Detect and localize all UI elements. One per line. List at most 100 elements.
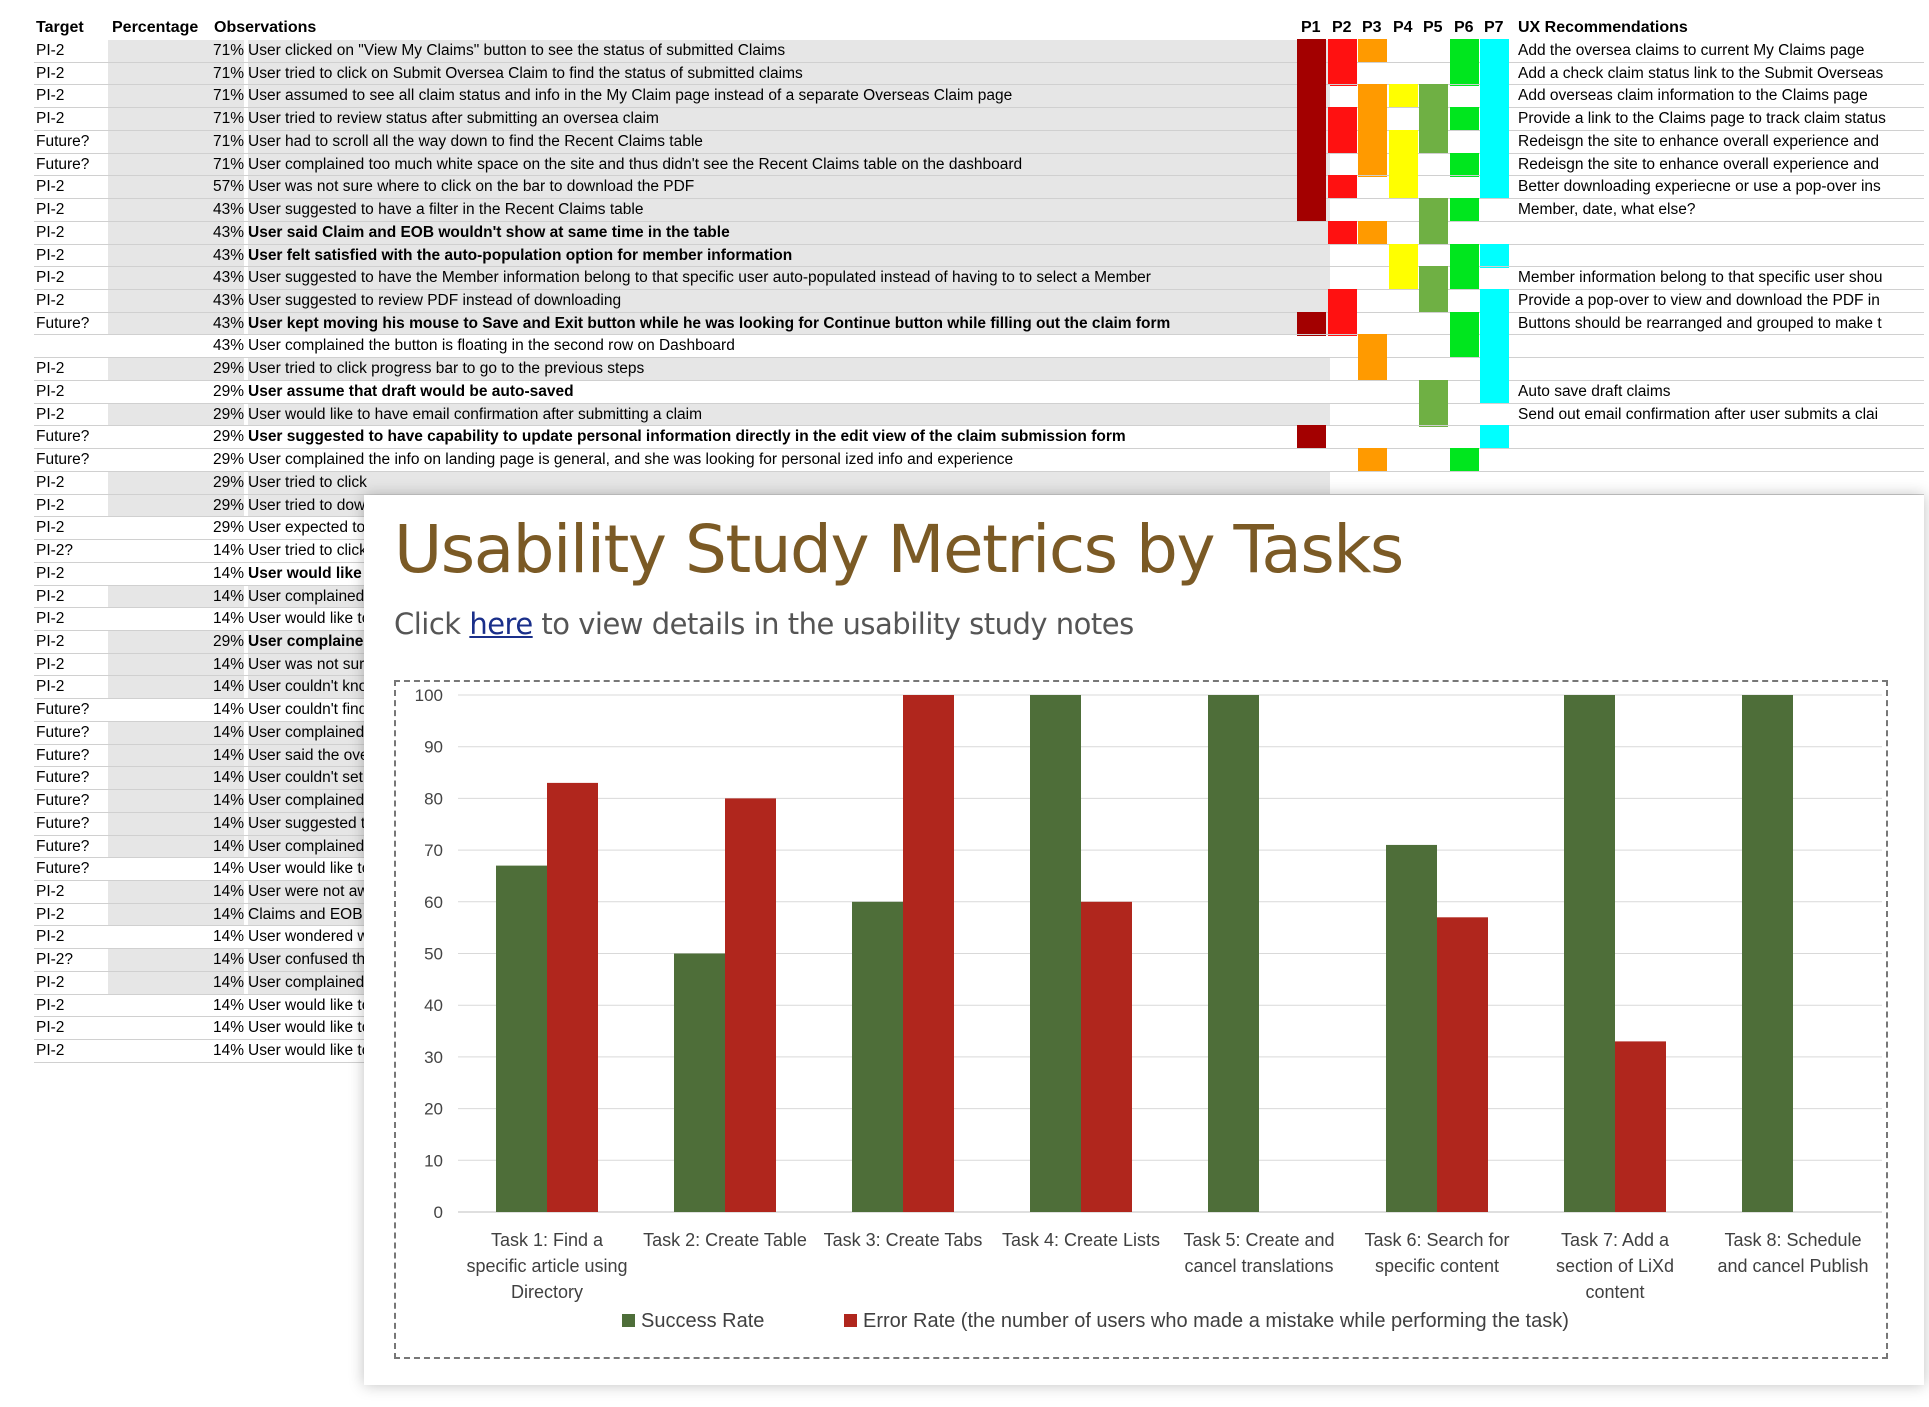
cell-percentage: 14%	[108, 790, 244, 813]
participant-cell-p2	[1328, 289, 1357, 314]
cell-target: PI-2	[36, 64, 65, 82]
cell-target: PI-2	[36, 632, 65, 650]
y-tick-label: 80	[424, 789, 443, 808]
table-row: Future? 43% User kept moving his mouse to …	[34, 311, 1924, 336]
x-tick-label: section of LiXd	[1556, 1256, 1674, 1276]
y-tick-label: 60	[424, 893, 443, 912]
x-tick-label: Directory	[511, 1282, 583, 1302]
participant-cell-p5	[1419, 266, 1448, 291]
row-divider	[34, 243, 1924, 245]
header-recommendations: UX Recommendations	[1518, 19, 1688, 36]
legend-label: Error Rate (the number of users who made…	[863, 1310, 1569, 1332]
participant-cell-p6	[1450, 243, 1479, 268]
table-row: PI-2 14% User would like to s	[34, 1040, 1924, 1062]
cell-target: Future?	[36, 746, 90, 764]
table-row: PI-2 14% User wondered wh	[34, 926, 1924, 948]
cell-recommendation: Member information belong to that specif…	[1518, 269, 1883, 287]
cell-recommendation	[1518, 335, 1929, 357]
row-divider	[34, 425, 1924, 427]
cell-percentage: 43%	[108, 267, 244, 290]
participant-cell-p7	[1480, 379, 1509, 404]
cell-observation: User would like t	[248, 564, 372, 582]
x-tick-label: Task 4: Create Lists	[1002, 1230, 1160, 1250]
row-divider	[34, 402, 1924, 404]
table-row: PI-2 14% User would like to	[34, 608, 1924, 630]
bar-error	[903, 695, 954, 1212]
participant-cell-p2	[1328, 175, 1357, 200]
cell-target: Future?	[36, 723, 90, 741]
cell-target: PI-2	[36, 201, 65, 219]
cell-percentage: 29%	[108, 630, 244, 653]
cell-target: Future?	[36, 314, 90, 332]
x-tick-label: Task 2: Create Table	[643, 1230, 807, 1250]
notes-link[interactable]: here	[469, 607, 533, 641]
cell-observation: User would like to s	[248, 1042, 383, 1060]
cell-target: Future?	[36, 769, 90, 787]
bar-success	[1742, 695, 1793, 1212]
cell-recommendation	[1518, 358, 1929, 380]
cell-target: PI-2	[36, 655, 65, 673]
bar-success	[496, 865, 547, 1212]
participant-cell-p7	[1480, 311, 1509, 336]
y-tick-label: 50	[424, 945, 443, 964]
cell-observation: User would like to	[248, 1019, 371, 1037]
participant-cell-p5	[1419, 379, 1448, 404]
bar-success	[1564, 695, 1615, 1212]
participant-cell-p5	[1419, 129, 1448, 154]
cell-target: PI-2	[36, 496, 65, 514]
cell-target: PI-2	[36, 1042, 65, 1060]
panel-subtitle: Click here to view details in the usabil…	[394, 607, 1134, 641]
cell-percentage: 43%	[108, 244, 244, 267]
cell-target: PI-2	[36, 269, 65, 287]
table-row: PI-2 14% User would like to	[34, 995, 1924, 1017]
cell-recommendation: Redeisgn the site to enhance overall exp…	[1518, 132, 1880, 150]
cell-percentage: 29%	[212, 382, 244, 400]
participant-cell-p4	[1389, 175, 1418, 200]
table-row: PI-2 71% User assumed to see all claim sta…	[34, 84, 1924, 109]
row-divider	[34, 311, 1924, 313]
cell-observation: User clicked on "View My Claims" button …	[248, 40, 1330, 62]
cell-percentage: 29%	[108, 358, 244, 381]
participant-cell-p1	[1297, 61, 1326, 86]
participant-cell-p2	[1328, 129, 1357, 154]
cell-target: PI-2	[36, 246, 65, 264]
x-tick-label: specific content	[1375, 1256, 1499, 1276]
participant-cell-p3	[1358, 220, 1387, 245]
header-p5: P5	[1423, 19, 1443, 36]
cell-target: PI-2?	[36, 542, 74, 560]
cell-observation: User would like to	[248, 860, 371, 878]
participant-cell-p3	[1358, 129, 1387, 154]
cell-percentage: 14%	[108, 767, 244, 790]
cell-observation: User would like to	[248, 996, 371, 1014]
table-row: PI-2 43% User felt satisfied with the auto…	[34, 243, 1924, 268]
participant-cell-p5	[1419, 107, 1448, 132]
cell-percentage: 71%	[108, 62, 244, 85]
y-tick-label: 20	[424, 1100, 443, 1119]
cell-target: Future?	[36, 792, 90, 810]
participant-cell-p6	[1450, 334, 1479, 359]
cell-observation: User said Claim and EOB wouldn't show at…	[248, 221, 1330, 244]
participant-cell-p3	[1358, 84, 1387, 109]
cell-percentage: 14%	[212, 860, 244, 878]
row-divider	[34, 220, 1924, 222]
participant-cell-p1	[1297, 84, 1326, 109]
header-percentage: Percentage	[112, 19, 199, 36]
cell-observation: User tried to click	[248, 542, 367, 560]
cell-recommendation: Redeisgn the site to enhance overall exp…	[1518, 155, 1880, 173]
cell-percentage: 43%	[108, 199, 244, 222]
participant-cell-p6	[1450, 198, 1479, 223]
participant-cell-p5	[1419, 220, 1448, 245]
bar-error	[1615, 1041, 1666, 1212]
cell-target: PI-2	[36, 564, 65, 582]
cell-percentage: 14%	[108, 744, 244, 767]
cell-target: Future?	[36, 814, 90, 832]
bar-error	[547, 782, 598, 1212]
cell-target: Future?	[36, 860, 90, 878]
cell-observation: User wondered wh	[248, 928, 378, 946]
cell-recommendation: Add overseas claim information to the Cl…	[1518, 87, 1868, 105]
table-row: PI-2 71% User clicked on "View My Claims" …	[34, 39, 1924, 63]
bar-success	[1030, 695, 1081, 1212]
participant-cell-p7	[1480, 334, 1509, 359]
row-divider	[34, 198, 1924, 200]
cell-target: PI-2	[36, 519, 65, 537]
